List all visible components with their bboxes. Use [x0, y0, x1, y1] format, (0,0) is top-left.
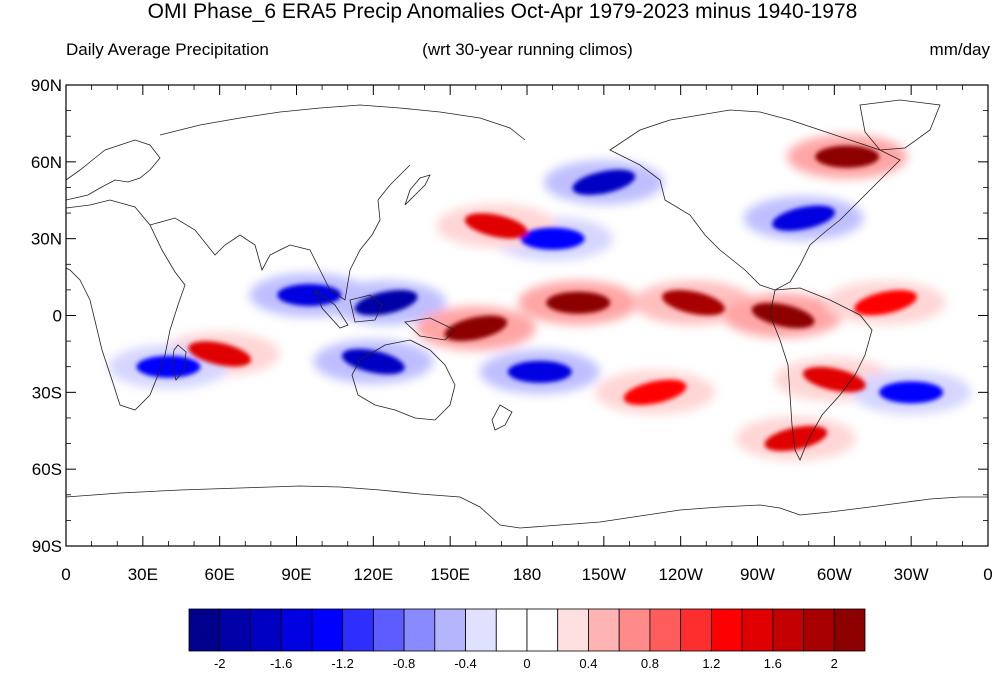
lon-tick-label: 60W [817, 565, 852, 584]
lon-tick-label: 120E [353, 565, 393, 584]
anomaly-core [572, 169, 636, 195]
coastline-madagascar [171, 344, 187, 381]
anomaly-core [188, 341, 252, 367]
lat-tick-label: 30S [32, 383, 62, 402]
coastline-south-america [769, 287, 873, 461]
anomaly-core [854, 290, 917, 316]
colorbar-label: 0.4 [579, 656, 597, 671]
coastline-antarctica [66, 485, 988, 529]
colorbar-swatch [403, 608, 436, 652]
coastline-sumatra [314, 288, 349, 329]
lat-tick-label: 60S [32, 460, 62, 479]
lon-tick-label: 90E [281, 565, 311, 584]
lon-tick-label: 0 [983, 565, 992, 584]
lat-tick-label: 90N [31, 76, 62, 95]
colorbar-label: -1.2 [331, 656, 353, 671]
colorbar-swatch [465, 608, 497, 652]
lon-tick-label: 0 [61, 565, 70, 584]
colorbar-swatch [803, 608, 835, 652]
lon-tick-label: 120W [658, 565, 702, 584]
anomaly-core [341, 348, 405, 375]
colorbar-swatch [557, 608, 589, 652]
colorbar-swatch [311, 608, 344, 652]
colorbar-swatch [618, 608, 651, 652]
units-label: mm/day [929, 40, 990, 59]
colorbar-swatch [588, 608, 620, 652]
colorbar-swatch [250, 608, 282, 652]
colorbar-label: -1.6 [270, 656, 292, 671]
lat-tick-label: 0 [53, 307, 62, 326]
colorbar-swatch [833, 608, 866, 652]
lat-tick-label: 90S [32, 537, 62, 556]
coastline-japan [404, 174, 431, 206]
lat-tick-label: 30N [31, 230, 62, 249]
colorbar-swatch [219, 608, 251, 652]
anomaly-core [136, 355, 201, 378]
anomaly-core [623, 379, 687, 405]
lon-tick-label: 30E [128, 565, 158, 584]
coastline-north-america [609, 109, 901, 291]
latitude-axis: 90N 60N 30N 0 30S 60S 90S [31, 76, 988, 556]
lat-tick-label: 60N [31, 153, 62, 172]
colorbar-label: 0 [523, 656, 530, 671]
anomaly-core [444, 315, 508, 341]
anomaly-core [277, 284, 342, 307]
colorbar-label: 0.8 [641, 656, 659, 671]
coastline-greenland [859, 99, 941, 151]
anomaly-core [662, 290, 725, 316]
coastline-africa [66, 199, 186, 411]
lon-tick-label: 150E [430, 565, 470, 584]
anomaly-core [464, 213, 528, 239]
colorbar-swatch [280, 608, 313, 652]
longitude-axis: 0 30E 60E 90E 120E 150E 180 150W 120W 90W 60W 30W 0 [61, 85, 993, 584]
anomaly-core [815, 145, 880, 168]
anomaly-field [66, 85, 988, 546]
colorbar-swatch [710, 608, 743, 652]
anomaly-core [879, 381, 944, 404]
colorbar-swatch [188, 608, 221, 652]
colorbar-label: -0.4 [454, 656, 476, 671]
center-subtitle: (wrt 30-year running climos) [422, 40, 633, 59]
left-subtitle: Daily Average Precipitation [66, 40, 269, 59]
coastline-new-zealand [491, 404, 513, 431]
anomaly-core [354, 290, 418, 316]
colorbar-label: 1.2 [702, 656, 720, 671]
colorbar-label: -2 [214, 656, 226, 671]
colorbar-swatch [342, 608, 374, 652]
colorbar-label: 1.6 [764, 656, 782, 671]
anomaly-core [764, 425, 828, 452]
coastline-borneo [349, 294, 383, 323]
coastline-australia [351, 339, 456, 421]
colorbar-swatch [526, 608, 559, 652]
coastlines [66, 99, 988, 529]
map-title: OMI Phase_6 ERA5 Precip Anomalies Oct-Ap… [147, 0, 858, 23]
anomaly-core [520, 227, 585, 250]
colorbar-swatch [495, 608, 528, 652]
lon-tick-label: 30W [894, 565, 929, 584]
anomaly-core [507, 360, 572, 383]
colorbar-swatch [680, 608, 712, 652]
anomaly-core [802, 366, 866, 393]
colorbar-label: -0.8 [393, 656, 415, 671]
colorbar-swatch [772, 608, 804, 652]
colorbar-label: 2 [831, 656, 838, 671]
colorbar-swatch [372, 608, 405, 652]
colorbar-swatch [434, 608, 466, 652]
lon-tick-label: 180 [513, 565, 541, 584]
lon-tick-label: 60E [205, 565, 235, 584]
colorbar-swatch [649, 608, 682, 652]
colorbar-swatch [741, 608, 774, 652]
lon-tick-label: 90W [740, 565, 775, 584]
lon-tick-label: 150W [582, 565, 626, 584]
coastline-new-guinea [404, 317, 456, 341]
coastline-asia-north [159, 104, 526, 141]
anomaly-core [546, 291, 611, 314]
anomaly-core [772, 205, 835, 231]
anomaly-core [751, 302, 815, 329]
coastline-europe [66, 139, 161, 201]
coastline-south-asia [149, 164, 411, 301]
colorbar: -2 -1.6 -1.2 -0.8 -0.4 0 0.4 0.8 1.2 1.6 2 [188, 608, 866, 671]
